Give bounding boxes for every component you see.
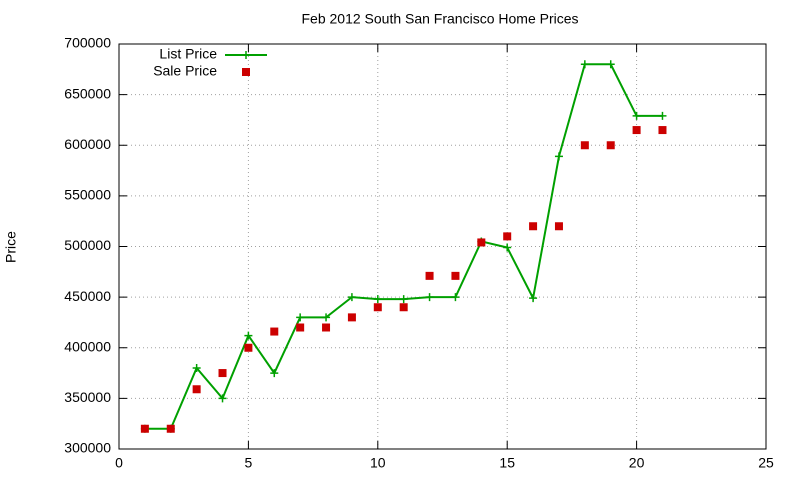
y-tick-label: 550000 (64, 187, 111, 203)
point-marker (658, 126, 667, 135)
point-marker (399, 295, 408, 304)
point-marker (322, 313, 331, 322)
legend-marker (242, 68, 250, 76)
point-marker (632, 111, 641, 120)
y-tick-label: 300000 (64, 440, 111, 456)
point-marker (503, 243, 512, 252)
point-marker (218, 369, 227, 378)
y-tick-label: 350000 (64, 389, 111, 405)
point-marker (554, 222, 563, 231)
plot-border (118, 43, 767, 450)
point-marker (658, 111, 667, 120)
y-tick-label: 400000 (64, 338, 111, 354)
point-marker (166, 424, 175, 433)
point-marker (218, 394, 227, 403)
point-marker (373, 295, 382, 304)
x-tick-label: 5 (245, 455, 253, 471)
point-marker (399, 303, 408, 312)
point-marker (296, 313, 305, 322)
y-tick-label: 700000 (64, 35, 111, 51)
y-tick-label: 600000 (64, 136, 111, 152)
x-tick-label: 15 (499, 455, 515, 471)
legend-marker (242, 51, 250, 59)
point-marker (425, 293, 434, 302)
point-marker (503, 232, 512, 241)
y-tick-label: 650000 (64, 85, 111, 101)
point-marker (192, 385, 201, 394)
point-marker (451, 293, 460, 302)
legend-label: List Price (159, 46, 217, 62)
point-marker (296, 323, 305, 332)
point-marker (554, 152, 563, 161)
x-tick-label: 0 (115, 455, 123, 471)
point-marker (270, 327, 279, 336)
point-marker (322, 323, 331, 332)
point-marker (425, 271, 434, 280)
x-tick-label: 25 (758, 455, 774, 471)
point-marker (632, 126, 641, 135)
point-marker (529, 222, 538, 231)
y-tick-label: 450000 (64, 288, 111, 304)
point-marker (270, 369, 279, 378)
point-marker (580, 60, 589, 69)
point-marker (580, 141, 589, 150)
point-marker (373, 303, 382, 312)
point-marker (244, 343, 253, 352)
point-marker (140, 424, 149, 433)
point-marker (192, 364, 201, 372)
point-marker (451, 271, 460, 280)
y-axis-label: Price (3, 231, 19, 263)
chart-title: Feb 2012 South San Francisco Home Prices (301, 11, 578, 27)
point-marker (606, 60, 615, 69)
point-marker (244, 331, 253, 340)
point-marker (606, 141, 615, 150)
y-tick-label: 500000 (64, 237, 111, 253)
x-tick-label: 10 (370, 455, 386, 471)
point-marker (347, 293, 356, 302)
point-marker (477, 238, 486, 247)
x-tick-label: 20 (629, 455, 645, 471)
legend-label: Sale Price (153, 63, 217, 79)
point-marker (347, 313, 356, 322)
point-marker (529, 294, 538, 303)
